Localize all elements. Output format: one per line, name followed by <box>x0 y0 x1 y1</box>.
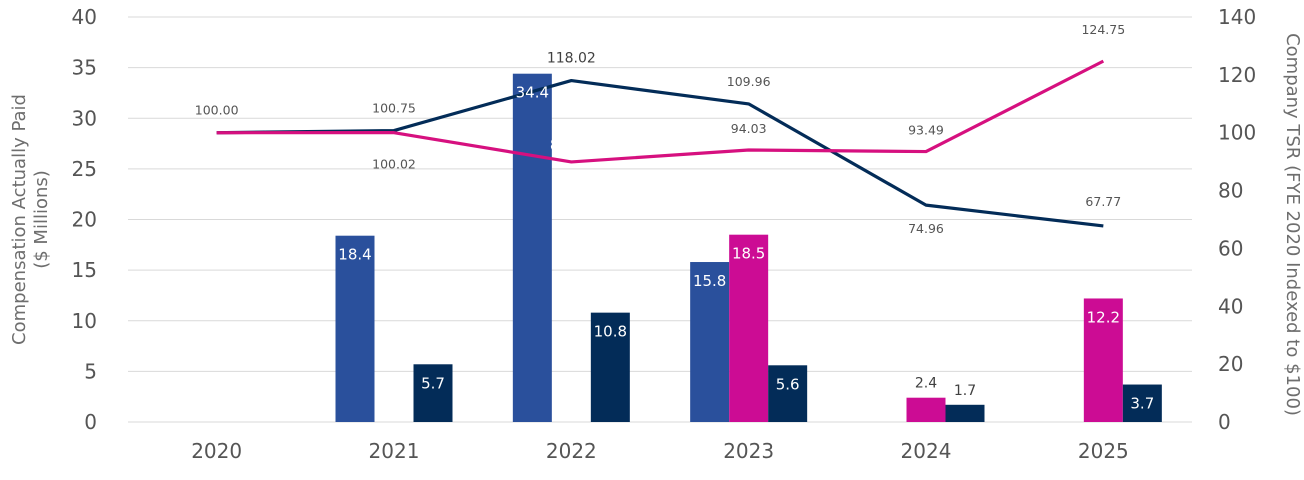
bar <box>413 364 453 422</box>
tsr-line-label: 124.75 <box>1081 22 1125 37</box>
y-left-tick-label: 20 <box>72 208 97 232</box>
y-left-tick-label: 30 <box>72 106 97 130</box>
bar-value-label: 12.2 <box>1087 308 1120 326</box>
x-tick-label: 2023 <box>723 439 774 463</box>
y-right-axis-title: Company TSR (FYE 2020 Indexed to $100) <box>1282 33 1303 416</box>
y-left-axis-title: ($ Millions) <box>31 170 52 269</box>
bar <box>768 365 808 422</box>
bar-value-label: 10.8 <box>594 323 627 341</box>
y-right-tick-label: 100 <box>1218 121 1256 145</box>
bar <box>945 404 985 422</box>
tsr-line-label: 74.96 <box>908 221 944 236</box>
x-tick-label: 2022 <box>546 439 597 463</box>
y-left-tick-label: 25 <box>72 157 97 181</box>
y-left-tick-label: 5 <box>84 359 97 383</box>
y-right-tick-label: 80 <box>1218 179 1243 203</box>
data-labels: 18.4 34.4 15.8 18.5 2.4 12.2 5.7 10.8 5.6 1.7 3.7 1… <box>195 22 1154 412</box>
tsr-line <box>216 78 1104 228</box>
y-left-tick-label: 0 <box>84 410 97 434</box>
bar-value-label: 3.7 <box>1130 395 1154 413</box>
y-left-tick-label: 40 <box>72 5 97 29</box>
bar-value-label: 18.4 <box>338 246 371 264</box>
tsr-line-label: 100.75 <box>372 101 416 116</box>
bar <box>729 234 769 422</box>
y-right-tick-label: 0 <box>1218 410 1231 434</box>
bar <box>906 397 946 422</box>
bar-value-label: 18.5 <box>732 245 765 263</box>
y-right-tick-label: 60 <box>1218 236 1243 260</box>
bar <box>690 262 730 422</box>
tsr-line-label: 100.02 <box>372 157 416 172</box>
tsr-line-label: 93.49 <box>908 123 944 138</box>
bar <box>512 73 552 422</box>
bar-value-label: 1.7 <box>954 383 976 399</box>
tsr-line-label: 94.03 <box>731 121 767 136</box>
bar <box>1122 384 1162 422</box>
tsr-line-label: 118.02 <box>547 51 596 67</box>
bar-value-label: 5.7 <box>421 374 445 392</box>
bar <box>590 312 630 422</box>
y-left-tick-label: 15 <box>72 258 97 282</box>
bars <box>335 73 1162 422</box>
y-right-tick-label: 40 <box>1218 294 1243 318</box>
gridlines <box>128 16 1192 423</box>
x-tick-label: 2025 <box>1078 439 1129 463</box>
x-tick-label: 2021 <box>369 439 420 463</box>
x-tick-label: 2020 <box>191 439 242 463</box>
tsr-line-label: 100.00 <box>195 103 239 118</box>
tsr-line-label: 89.90 <box>550 136 593 154</box>
y-right-tick-label: 20 <box>1218 352 1243 376</box>
bar <box>335 235 375 422</box>
tsr-line-label: 109.96 <box>727 74 771 89</box>
tsr-lines <box>216 59 1105 228</box>
y-left-tick-label: 10 <box>72 309 97 333</box>
y-right-tick-label: 140 <box>1218 5 1256 29</box>
bar <box>1083 298 1123 422</box>
bar-value-label: 5.6 <box>776 375 800 393</box>
y-left-axis-title: Compensation Actually Paid <box>9 94 30 345</box>
bar-value-label: 34.4 <box>516 84 549 102</box>
tsr-line <box>216 59 1105 164</box>
tsr-line-label: 67.77 <box>1085 194 1121 209</box>
bar-value-label: 15.8 <box>693 272 726 290</box>
bar-value-label: 2.4 <box>915 376 937 392</box>
x-tick-label: 2024 <box>901 439 952 463</box>
y-left-tick-label: 35 <box>72 56 97 80</box>
y-right-tick-label: 120 <box>1218 63 1256 87</box>
